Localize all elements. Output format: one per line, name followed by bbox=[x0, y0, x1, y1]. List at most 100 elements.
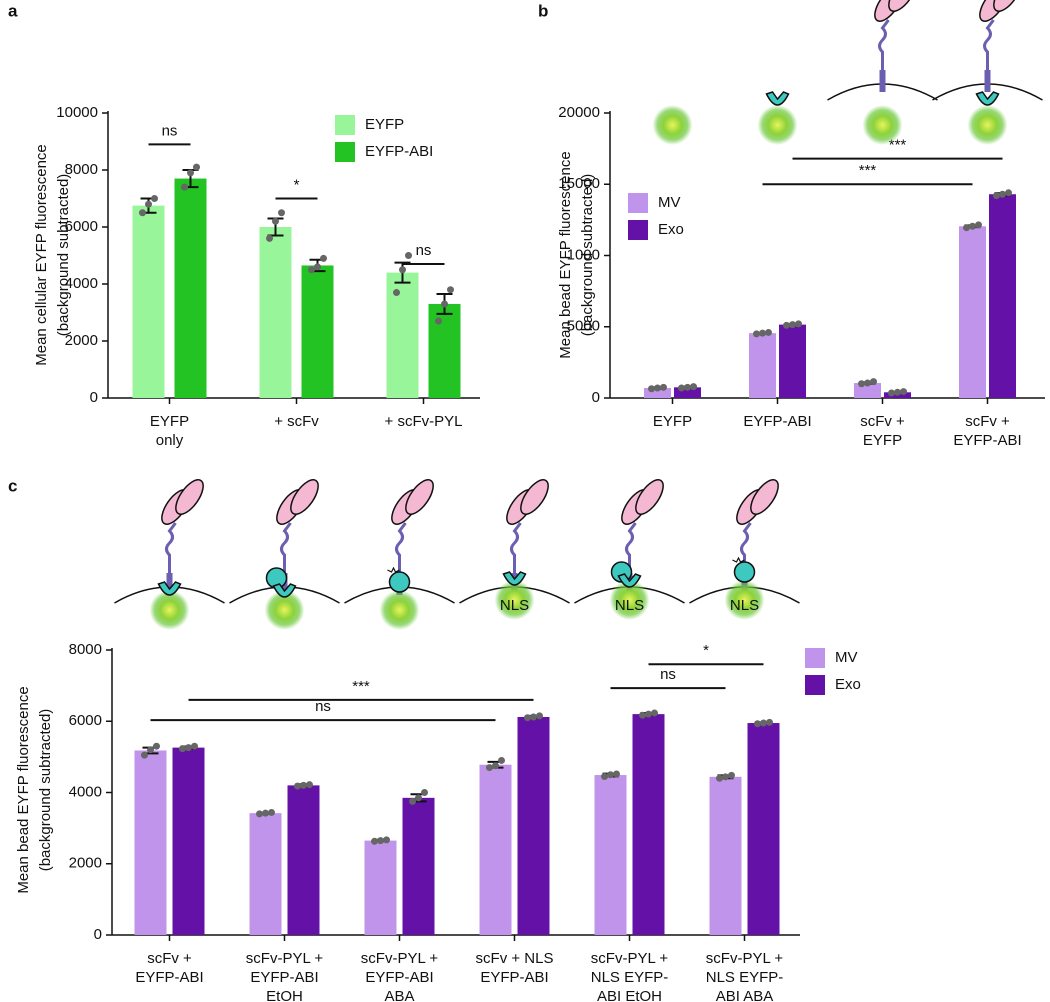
x-tick-label-line: EYFP-ABI bbox=[743, 413, 811, 430]
illustration bbox=[510, 522, 522, 573]
illustration bbox=[405, 479, 434, 515]
x-tick-label-line: + scFv-PYL bbox=[385, 413, 463, 430]
x-tick-label-line: NLS EYFP- bbox=[591, 969, 669, 986]
data-point bbox=[888, 389, 895, 397]
x-tick-label-line: + scFv bbox=[274, 413, 319, 430]
data-point bbox=[147, 746, 154, 754]
x-tick-label-line: EYFP bbox=[150, 413, 189, 430]
data-point bbox=[153, 742, 160, 750]
bar bbox=[779, 324, 806, 398]
data-point bbox=[405, 252, 412, 259]
data-point bbox=[187, 169, 194, 177]
y-tick-label: 5000 bbox=[567, 318, 600, 335]
illustration bbox=[635, 479, 664, 515]
illustration bbox=[379, 590, 420, 630]
data-point bbox=[266, 234, 273, 242]
data-point bbox=[759, 329, 766, 337]
legend-label: MV bbox=[835, 649, 858, 666]
y-axis-label: (background subtracted) bbox=[55, 174, 72, 337]
data-point bbox=[272, 217, 279, 225]
illustration bbox=[862, 105, 903, 145]
data-point bbox=[754, 720, 761, 728]
bar bbox=[287, 785, 320, 935]
data-point bbox=[765, 328, 772, 336]
bar bbox=[172, 747, 205, 935]
illustration bbox=[732, 556, 745, 563]
data-point bbox=[278, 209, 285, 217]
legend-swatch bbox=[335, 115, 355, 135]
x-tick-label: scFv-PYL + NLS EYFP- ABI EtOH bbox=[591, 950, 669, 1002]
y-tick-label: 8000 bbox=[69, 641, 102, 658]
data-point bbox=[399, 266, 406, 274]
data-point bbox=[492, 762, 499, 770]
data-point bbox=[193, 163, 200, 171]
data-point bbox=[268, 808, 275, 816]
data-point bbox=[870, 378, 877, 386]
bar bbox=[479, 764, 512, 935]
x-tick-label-line: EtOH bbox=[266, 988, 303, 1002]
x-tick-label-line: EYFP-ABI bbox=[250, 969, 318, 986]
x-tick-label: EYFP only bbox=[150, 413, 189, 449]
data-point bbox=[894, 388, 901, 396]
bead-label: NLS bbox=[615, 597, 644, 614]
significance-label: *** bbox=[859, 162, 877, 179]
bar bbox=[517, 716, 550, 935]
data-point bbox=[999, 190, 1006, 198]
bar bbox=[259, 227, 292, 398]
x-tick-label-line: scFv-PYL + bbox=[706, 950, 784, 967]
legend-swatch bbox=[805, 648, 825, 668]
bar bbox=[747, 723, 780, 935]
data-point bbox=[858, 380, 865, 388]
data-point bbox=[613, 770, 620, 778]
x-tick-label: scFv + NLS EYFP-ABI bbox=[476, 950, 554, 986]
y-tick-label: 8000 bbox=[65, 161, 98, 178]
x-tick-label-line: scFv-PYL + bbox=[246, 950, 324, 967]
data-point bbox=[975, 221, 982, 229]
data-point bbox=[684, 383, 691, 391]
illustration bbox=[757, 105, 798, 145]
legend-swatch bbox=[805, 675, 825, 695]
bar bbox=[644, 388, 671, 398]
illustration bbox=[879, 70, 886, 92]
legend-label: EYFP-ABI bbox=[365, 143, 433, 160]
x-tick-label-line: scFv-PYL + bbox=[591, 950, 669, 967]
illustration bbox=[502, 571, 527, 586]
x-tick-label: + scFv-PYL bbox=[385, 413, 463, 430]
illustration bbox=[290, 479, 319, 515]
legend-swatch bbox=[628, 220, 648, 240]
bead-label: NLS bbox=[730, 597, 759, 614]
x-tick-label-line: EYFP-ABI bbox=[953, 432, 1021, 449]
data-point bbox=[766, 718, 773, 726]
data-point bbox=[320, 254, 327, 262]
data-point bbox=[654, 384, 661, 392]
bar bbox=[632, 714, 665, 935]
illustration bbox=[149, 590, 190, 630]
significance-label: ns bbox=[162, 122, 178, 139]
data-point bbox=[530, 713, 537, 721]
legend-label: Exo bbox=[835, 676, 861, 693]
data-point bbox=[441, 300, 448, 308]
legend-swatch bbox=[335, 142, 355, 162]
y-tick-label: 0 bbox=[90, 389, 98, 406]
data-point bbox=[415, 794, 422, 802]
data-point bbox=[651, 709, 658, 717]
y-axis-label: Mean cellular EYFP fluorescence bbox=[33, 144, 50, 366]
x-tick-label: scFv + EYFP bbox=[860, 413, 905, 449]
data-point bbox=[601, 772, 608, 780]
y-tick-label: 10000 bbox=[56, 104, 98, 121]
data-point bbox=[722, 773, 729, 781]
data-point bbox=[151, 195, 158, 202]
x-tick-label: scFv-PYL + EYFP-ABI EtOH bbox=[246, 950, 324, 1002]
data-point bbox=[639, 711, 646, 719]
data-point bbox=[191, 742, 198, 750]
illustration bbox=[520, 479, 549, 515]
significance-label: * bbox=[703, 642, 709, 659]
data-point bbox=[1005, 189, 1012, 197]
data-point bbox=[969, 222, 976, 230]
bar bbox=[674, 387, 701, 398]
data-point bbox=[179, 745, 186, 753]
data-point bbox=[383, 836, 390, 844]
bar bbox=[749, 333, 776, 398]
significance-label: ns bbox=[660, 666, 676, 683]
